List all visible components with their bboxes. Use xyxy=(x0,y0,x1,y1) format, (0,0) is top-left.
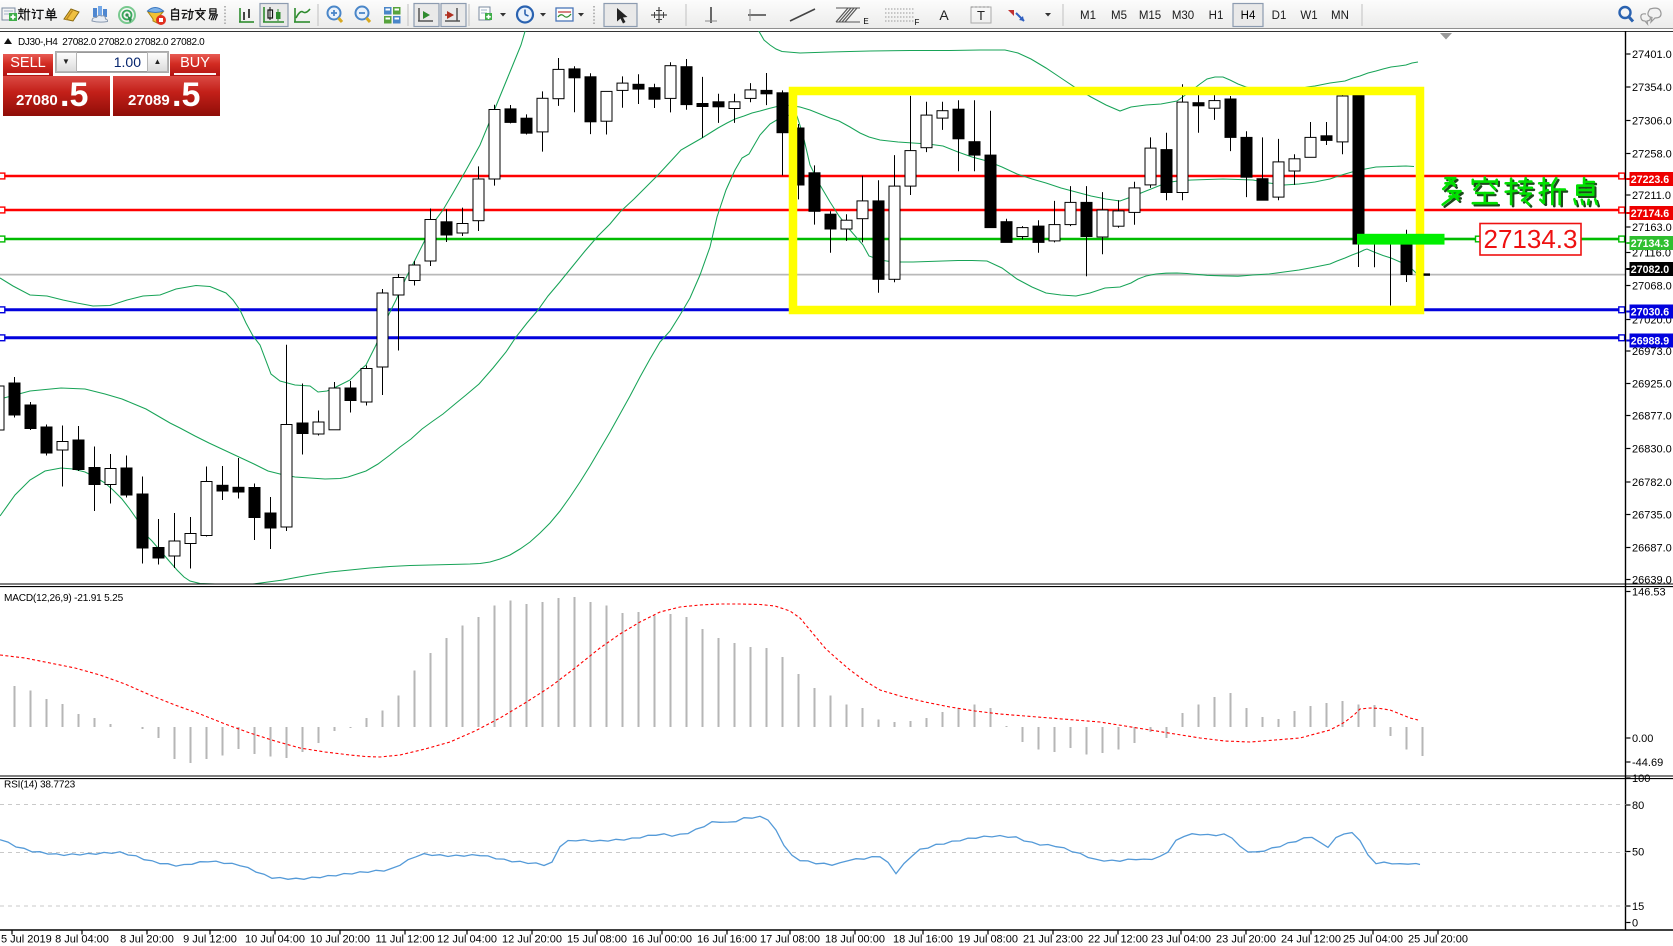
svg-text:21 Jul 23:00: 21 Jul 23:00 xyxy=(1023,934,1083,946)
svg-text:E: E xyxy=(863,17,868,26)
svg-text:27030.6: 27030.6 xyxy=(1631,307,1669,319)
svg-text:MN: MN xyxy=(1331,10,1349,22)
svg-text:12 Jul 20:00: 12 Jul 20:00 xyxy=(502,934,562,946)
svg-text:22 Jul 12:00: 22 Jul 12:00 xyxy=(1088,934,1148,946)
svg-text:27258.0: 27258.0 xyxy=(1632,149,1672,161)
svg-text:0.00: 0.00 xyxy=(1632,733,1653,745)
svg-text:26639.0: 26639.0 xyxy=(1632,575,1672,587)
svg-text:23 Jul 20:00: 23 Jul 20:00 xyxy=(1216,934,1276,946)
svg-text:15: 15 xyxy=(1632,901,1644,913)
svg-text:A: A xyxy=(939,7,949,23)
svg-text:26877.0: 26877.0 xyxy=(1632,411,1672,423)
svg-text:26988.9: 26988.9 xyxy=(1631,336,1669,348)
svg-text:12 Jul 04:00: 12 Jul 04:00 xyxy=(437,934,497,946)
svg-text:19 Jul 08:00: 19 Jul 08:00 xyxy=(958,934,1018,946)
svg-text:50: 50 xyxy=(1632,847,1644,859)
svg-text:27211.0: 27211.0 xyxy=(1632,190,1671,202)
svg-text:23 Jul 04:00: 23 Jul 04:00 xyxy=(1151,934,1211,946)
svg-text:F: F xyxy=(915,18,920,27)
svg-text:27174.6: 27174.6 xyxy=(1631,208,1669,220)
svg-text:26830.0: 26830.0 xyxy=(1632,444,1672,456)
svg-text:18 Jul 00:00: 18 Jul 00:00 xyxy=(825,934,885,946)
svg-text:26687.0: 26687.0 xyxy=(1632,543,1672,555)
svg-text:27082.0: 27082.0 xyxy=(1631,264,1669,276)
svg-text:26973.0: 26973.0 xyxy=(1632,346,1672,358)
svg-text:80: 80 xyxy=(1632,800,1644,812)
svg-text:0: 0 xyxy=(1632,918,1638,930)
svg-text:D1: D1 xyxy=(1272,10,1287,22)
svg-text:M15: M15 xyxy=(1139,10,1161,22)
svg-text:10 Jul 20:00: 10 Jul 20:00 xyxy=(310,934,370,946)
svg-text:26735.0: 26735.0 xyxy=(1632,510,1672,522)
svg-text:26782.0: 26782.0 xyxy=(1632,477,1672,489)
svg-text:11 Jul 12:00: 11 Jul 12:00 xyxy=(375,934,434,946)
svg-text:T: T xyxy=(977,8,985,23)
svg-text:17 Jul 08:00: 17 Jul 08:00 xyxy=(760,934,820,946)
svg-text:26925.0: 26925.0 xyxy=(1632,379,1672,391)
svg-text:27163.0: 27163.0 xyxy=(1632,222,1672,234)
svg-text:27134.3: 27134.3 xyxy=(1484,224,1578,254)
svg-text:100: 100 xyxy=(1632,773,1650,785)
svg-text:15 Jul 08:00: 15 Jul 08:00 xyxy=(567,934,627,946)
svg-text:27134.3: 27134.3 xyxy=(1631,238,1669,250)
svg-text:5 Jul 2019: 5 Jul 2019 xyxy=(1,934,52,946)
svg-text:18 Jul 16:00: 18 Jul 16:00 xyxy=(893,934,953,946)
svg-text:25 Jul 04:00: 25 Jul 04:00 xyxy=(1343,934,1403,946)
svg-text:RSI(14) 38.7723: RSI(14) 38.7723 xyxy=(4,780,76,791)
svg-text:27354.0: 27354.0 xyxy=(1632,82,1672,94)
svg-text:8 Jul 20:00: 8 Jul 20:00 xyxy=(120,934,174,946)
svg-text:M5: M5 xyxy=(1111,10,1127,22)
svg-text:16 Jul 16:00: 16 Jul 16:00 xyxy=(697,934,757,946)
svg-text:27116.0: 27116.0 xyxy=(1632,248,1671,260)
svg-text:H1: H1 xyxy=(1209,10,1224,22)
svg-text:9 Jul 12:00: 9 Jul 12:00 xyxy=(183,934,237,946)
svg-text:16 Jul 00:00: 16 Jul 00:00 xyxy=(632,934,692,946)
svg-text:-44.69: -44.69 xyxy=(1632,757,1663,769)
svg-text:MACD(12,26,9) -21.91 5.25: MACD(12,26,9) -21.91 5.25 xyxy=(4,593,124,604)
svg-text:10 Jul 04:00: 10 Jul 04:00 xyxy=(245,934,305,946)
svg-text:24 Jul 12:00: 24 Jul 12:00 xyxy=(1281,934,1341,946)
svg-text:8 Jul 04:00: 8 Jul 04:00 xyxy=(55,934,109,946)
svg-text:146.53: 146.53 xyxy=(1632,587,1666,599)
svg-text:27401.0: 27401.0 xyxy=(1632,49,1672,61)
svg-text:27306.0: 27306.0 xyxy=(1632,116,1672,128)
svg-text:M30: M30 xyxy=(1172,10,1194,22)
svg-text:27068.0: 27068.0 xyxy=(1632,281,1672,293)
svg-text:25 Jul 20:00: 25 Jul 20:00 xyxy=(1408,934,1468,946)
svg-text:27223.6: 27223.6 xyxy=(1631,174,1669,186)
svg-text:M1: M1 xyxy=(1080,10,1096,22)
svg-text:W1: W1 xyxy=(1300,10,1317,22)
svg-text:H4: H4 xyxy=(1241,10,1256,22)
